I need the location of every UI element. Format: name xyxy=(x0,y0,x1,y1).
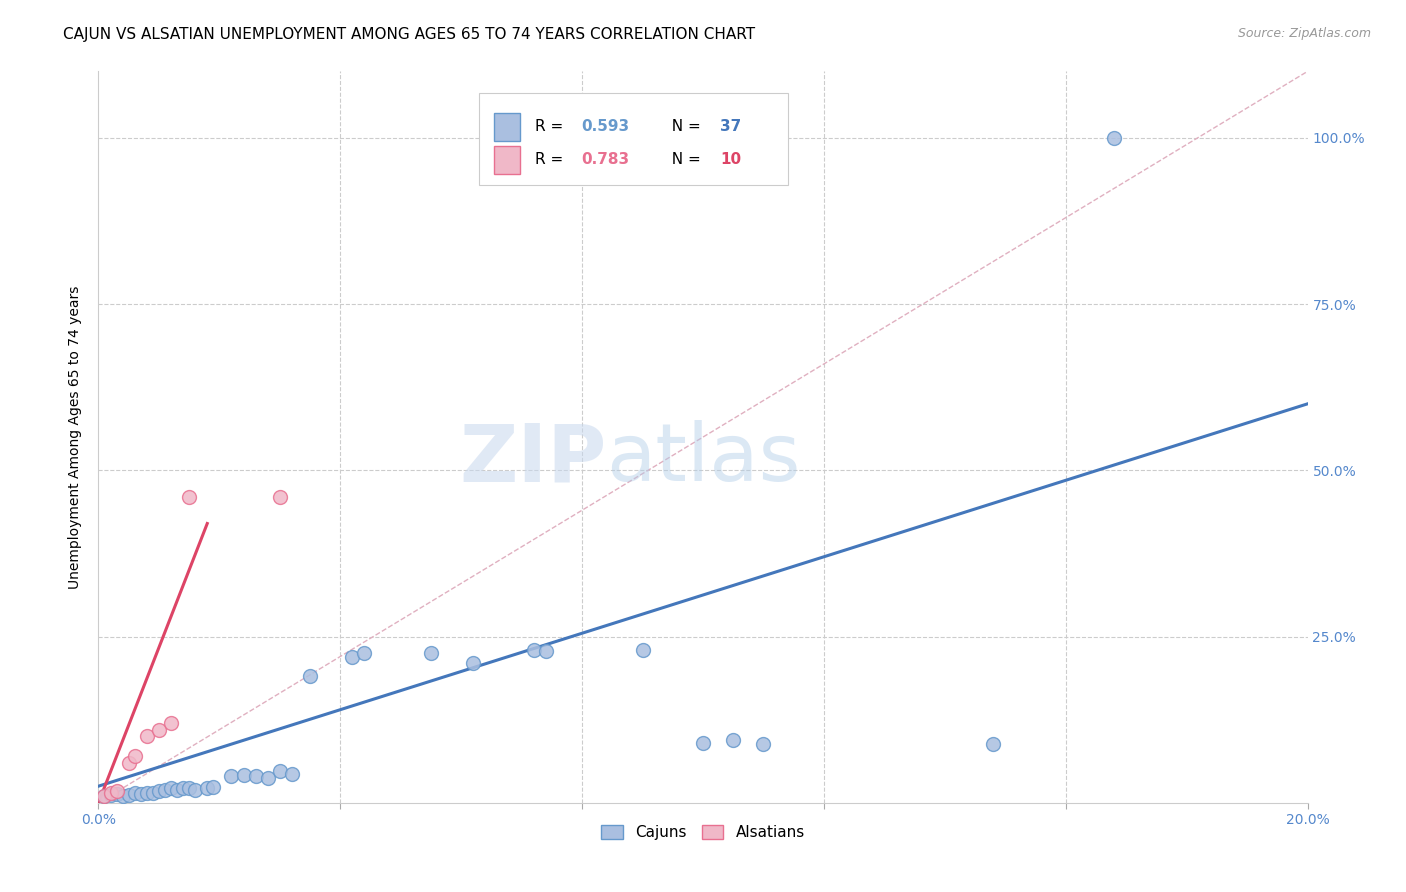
Point xyxy=(981,737,1004,751)
Point xyxy=(353,646,375,660)
Point xyxy=(631,643,654,657)
Point xyxy=(202,780,225,794)
Point xyxy=(172,781,194,796)
Point xyxy=(118,756,141,770)
Point xyxy=(124,749,146,764)
Text: 0.783: 0.783 xyxy=(581,153,628,168)
Point xyxy=(269,764,291,778)
Text: 10: 10 xyxy=(720,153,741,168)
Point xyxy=(124,787,146,801)
Point xyxy=(299,669,322,683)
Point xyxy=(135,786,157,800)
Text: R =: R = xyxy=(534,120,568,135)
Point xyxy=(105,787,128,801)
Point xyxy=(195,781,218,796)
Point xyxy=(342,649,364,664)
Text: 0.593: 0.593 xyxy=(581,120,628,135)
Point xyxy=(463,656,485,670)
Point xyxy=(135,729,157,743)
Point xyxy=(148,784,170,798)
Text: R =: R = xyxy=(534,153,568,168)
Point xyxy=(179,490,201,504)
Point xyxy=(281,766,304,780)
Point xyxy=(166,782,188,797)
Text: Source: ZipAtlas.com: Source: ZipAtlas.com xyxy=(1237,27,1371,40)
Point xyxy=(93,789,115,804)
Point xyxy=(111,789,134,804)
Point xyxy=(420,646,443,660)
Text: 37: 37 xyxy=(720,120,741,135)
FancyBboxPatch shape xyxy=(494,113,520,141)
Point xyxy=(534,644,557,658)
Point xyxy=(269,490,291,504)
Text: atlas: atlas xyxy=(606,420,800,498)
Text: CAJUN VS ALSATIAN UNEMPLOYMENT AMONG AGES 65 TO 74 YEARS CORRELATION CHART: CAJUN VS ALSATIAN UNEMPLOYMENT AMONG AGE… xyxy=(63,27,755,42)
Point xyxy=(752,737,775,751)
Point xyxy=(100,786,122,800)
Y-axis label: Unemployment Among Ages 65 to 74 years: Unemployment Among Ages 65 to 74 years xyxy=(69,285,83,589)
Point xyxy=(142,787,165,801)
Point xyxy=(523,643,546,657)
Point xyxy=(245,769,267,783)
Point xyxy=(100,788,122,802)
Point xyxy=(1102,131,1125,145)
Point xyxy=(160,781,183,796)
Point xyxy=(179,780,201,795)
Point xyxy=(184,782,207,797)
Point xyxy=(93,789,115,804)
Point xyxy=(692,736,714,750)
Point xyxy=(148,723,170,737)
FancyBboxPatch shape xyxy=(479,94,787,185)
Point xyxy=(256,771,278,785)
Text: N =: N = xyxy=(662,153,706,168)
Point xyxy=(160,716,183,731)
Point xyxy=(118,788,141,802)
Point xyxy=(129,787,152,801)
FancyBboxPatch shape xyxy=(494,146,520,174)
Point xyxy=(221,769,243,783)
Text: N =: N = xyxy=(662,120,706,135)
Point xyxy=(723,732,745,747)
Point xyxy=(232,768,254,782)
Point xyxy=(153,782,176,797)
Legend: Cajuns, Alsatians: Cajuns, Alsatians xyxy=(595,819,811,847)
Text: ZIP: ZIP xyxy=(458,420,606,498)
Point xyxy=(105,784,128,798)
